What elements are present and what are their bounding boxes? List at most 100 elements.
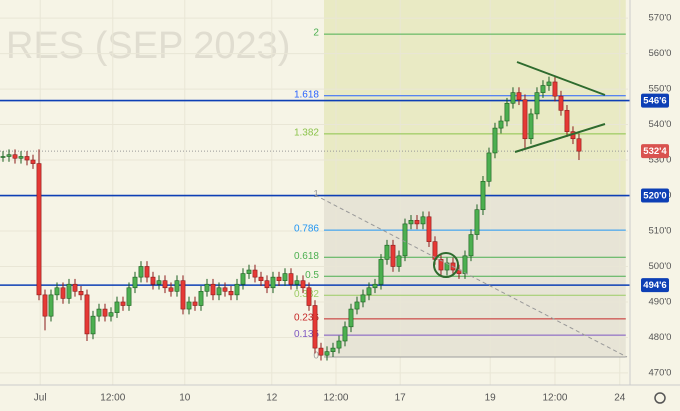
candle-body (462, 255, 468, 274)
candle-body (504, 102, 510, 122)
fib-level-label: 0.618 (294, 251, 319, 262)
candle-body (444, 262, 450, 271)
y-tick-label: 560'0 (649, 48, 672, 59)
candle-body (132, 276, 138, 289)
fib-level-label: 0.236 (294, 313, 319, 324)
candle-body (228, 291, 234, 296)
price-tag-label: 520'0 (643, 191, 666, 202)
candle-body (294, 280, 300, 285)
candle-body (150, 276, 156, 285)
candle-body (234, 283, 240, 296)
candle-body (24, 156, 30, 161)
candle-body (42, 294, 48, 317)
candle-body (300, 280, 306, 289)
y-tick-label: 570'0 (649, 13, 672, 24)
candle-body (396, 255, 402, 267)
candle-body (534, 92, 540, 115)
settings-icon[interactable] (654, 392, 666, 404)
candle-body (282, 273, 288, 281)
candle-body (390, 244, 396, 267)
candle-body (162, 280, 168, 289)
candle-body (378, 259, 384, 285)
candle-body (474, 209, 480, 235)
x-tick-label: 17 (395, 393, 407, 404)
candle-body (66, 283, 72, 299)
x-tick-label: 12 (266, 393, 278, 404)
candle-body (30, 159, 36, 164)
candle-body (192, 301, 198, 306)
candle-body (222, 287, 228, 292)
candle-body (102, 308, 108, 317)
y-tick-label: 470'0 (649, 367, 672, 378)
fib-level-label: 1.618 (294, 89, 319, 100)
x-tick-label: 12:00 (542, 393, 567, 404)
candle-body (576, 138, 582, 152)
candle-body (36, 163, 42, 296)
candle-body (486, 152, 492, 182)
candle-body (552, 81, 558, 97)
fib-level-label: 1.382 (294, 127, 319, 138)
candle-body (48, 294, 54, 317)
fib-zone-upper (323, 0, 626, 196)
candle-body (18, 156, 24, 159)
candle-body (312, 305, 318, 349)
candle-body (510, 92, 516, 104)
candle-body (306, 287, 312, 306)
price-tag-label: 494'6 (643, 280, 666, 291)
candle-body (360, 294, 366, 303)
candle-body (384, 244, 390, 260)
fib-level-label: 0.135 (294, 329, 319, 340)
candle-body (138, 266, 144, 278)
candle-body (498, 120, 504, 129)
candle-body (546, 81, 552, 86)
candle-body (468, 234, 474, 257)
candle-body (78, 291, 84, 296)
candle-body (60, 287, 66, 299)
candle-body (240, 273, 246, 285)
candle-body (108, 312, 114, 317)
candle-body (540, 85, 546, 93)
candle-body (210, 283, 216, 296)
candle-body (0, 156, 6, 158)
y-tick-label: 480'0 (649, 332, 672, 343)
candle-body (288, 273, 294, 285)
candle-body (426, 216, 432, 242)
candle-body (336, 340, 342, 349)
x-tick-label: 12:00 (323, 393, 348, 404)
candle-body (12, 154, 18, 159)
trend-line (314, 194, 628, 358)
y-tick-label: 540'0 (649, 119, 672, 130)
candle-body (84, 294, 90, 335)
candle-body (174, 280, 180, 292)
candle-body (246, 269, 252, 274)
circle-marker (433, 252, 459, 278)
candle-body (492, 127, 498, 154)
candle-body (354, 301, 360, 310)
fib-level-label: 0.786 (294, 224, 319, 235)
x-tick-label: 19 (485, 393, 497, 404)
price-tag-label: 532'4 (643, 146, 667, 157)
candle-body (54, 287, 60, 296)
triangle-line (514, 123, 606, 153)
candle-body (180, 280, 186, 310)
y-tick-label: 490'0 (649, 296, 672, 307)
price-tag-label: 546'6 (643, 96, 666, 107)
y-tick-label: 530'0 (649, 155, 672, 166)
candle-body (366, 287, 372, 296)
candle-body (6, 154, 12, 157)
candle-body (330, 347, 336, 352)
candle-body (324, 351, 330, 356)
candle-body (402, 223, 408, 257)
candle-body (156, 280, 162, 285)
x-tick-label: 10 (179, 393, 191, 404)
candle-body (408, 220, 414, 225)
price-tag (641, 93, 669, 108)
candle-body (564, 110, 570, 132)
y-tick-label: 550'0 (649, 84, 672, 95)
candle-body (90, 315, 96, 335)
candle-body (120, 301, 126, 306)
candle-body (252, 269, 258, 278)
candle-body (276, 276, 282, 281)
candle-body (114, 301, 120, 313)
